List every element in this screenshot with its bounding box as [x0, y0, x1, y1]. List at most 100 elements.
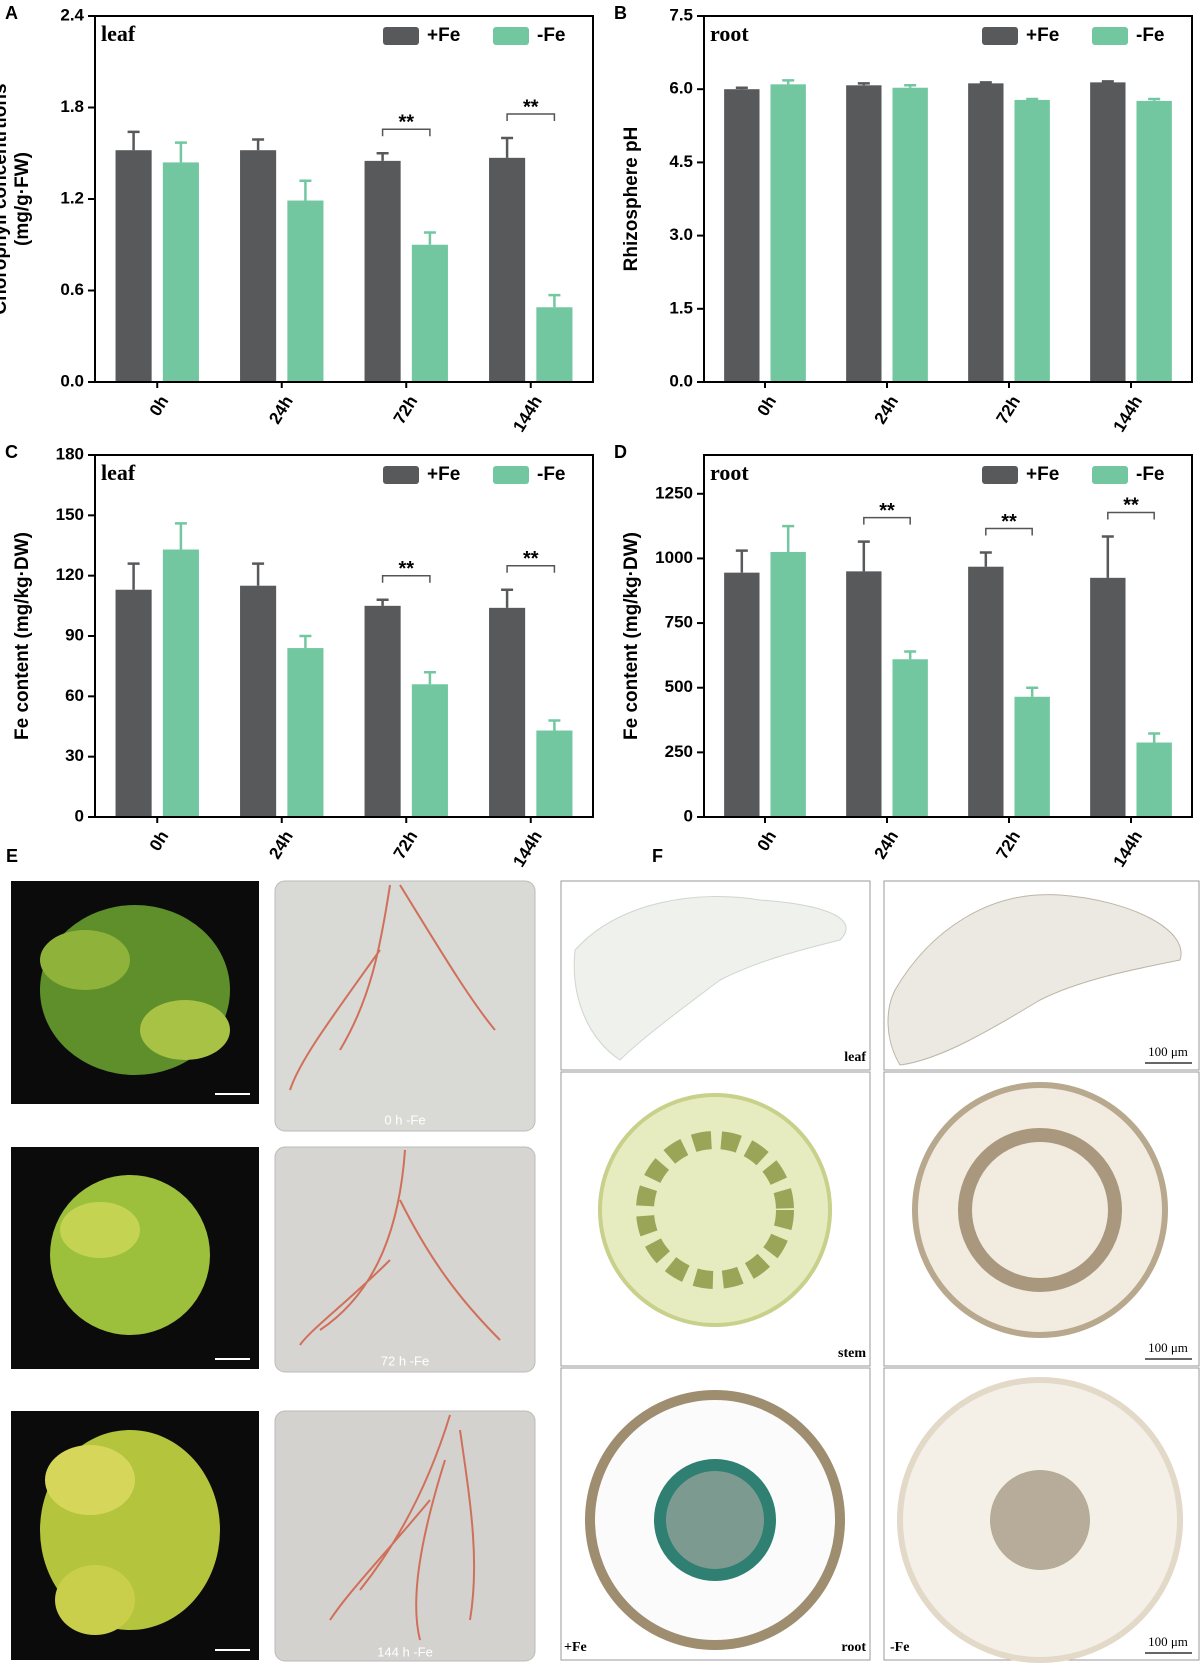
error-bar	[979, 81, 992, 84]
significance-bracket	[506, 564, 556, 573]
legend-swatch	[982, 27, 1018, 45]
bar	[770, 84, 806, 382]
error-bar	[735, 86, 748, 90]
y-tick-label: 2.4	[60, 5, 84, 24]
photo	[274, 1146, 536, 1373]
error-bar	[548, 293, 561, 308]
panel-subtitle: leaf	[101, 460, 136, 485]
photo-caption: 72 h -Fe	[381, 1353, 429, 1368]
stem-section	[598, 1093, 832, 1327]
bar	[536, 730, 573, 817]
y-axis-label: Fe content (mg/kg·DW)	[12, 532, 33, 740]
error-bar	[782, 79, 795, 85]
error-bar	[376, 152, 389, 161]
significance-label: **	[879, 500, 895, 522]
error-bar	[376, 598, 389, 606]
legend-swatch	[493, 27, 529, 45]
bar	[1136, 100, 1172, 383]
scale-bars	[1145, 1062, 1192, 1654]
legend-swatch	[383, 27, 419, 45]
bar	[846, 571, 882, 817]
error-bar	[423, 670, 436, 685]
legend-swatch	[383, 466, 419, 484]
bar	[724, 572, 760, 817]
y-tick-label: 0.0	[60, 371, 84, 390]
legend-label: +Fe	[427, 464, 460, 485]
legend-label: +Fe	[427, 25, 460, 46]
bar	[115, 589, 152, 817]
y-tick-label: 250	[665, 742, 693, 761]
y-tick-label: 3.0	[669, 225, 693, 244]
x-tick-label: 24h	[871, 827, 903, 862]
panel-letter: C	[5, 442, 18, 462]
y-tick-label: 1.2	[60, 188, 84, 207]
photo-caption: 0 h -Fe	[384, 1112, 425, 1127]
treatment-label: +Fe	[564, 1640, 587, 1655]
significance-label: **	[1123, 495, 1139, 517]
x-tick-label: 72h	[993, 392, 1025, 427]
error-bar	[1148, 732, 1161, 743]
tissue-label: stem	[838, 1346, 866, 1361]
x-tick-label: 24h	[871, 392, 903, 427]
panel-subtitle: root	[710, 21, 749, 46]
error-bar	[252, 138, 265, 151]
x-tick-label: 24h	[265, 827, 297, 862]
bar	[846, 85, 882, 383]
y-tick-label: 1.8	[60, 97, 84, 116]
photo-caption: 144 h -Fe	[377, 1644, 433, 1659]
x-tick-label: 144h	[509, 392, 546, 435]
bar	[240, 585, 277, 817]
roots	[289, 884, 501, 1641]
tissue-label: root	[841, 1640, 866, 1655]
significance-bracket	[1107, 511, 1155, 520]
error-bar	[904, 650, 917, 660]
x-tick-label: 24h	[265, 392, 297, 427]
error-bar	[782, 524, 795, 552]
significance-bracket	[381, 128, 431, 137]
treatment-label: -Fe	[890, 1640, 909, 1655]
legend-swatch	[982, 466, 1018, 484]
vascular-ring	[958, 1128, 1122, 1292]
y-tick-label: 0	[75, 806, 84, 825]
root-photos: 0 h -Fe 72 h -Fe 144 h -Fe	[274, 880, 536, 1662]
bar	[115, 150, 152, 382]
error-bar	[174, 522, 187, 550]
bar	[162, 549, 199, 817]
y-axis-label: Chorophyll concentrtions	[0, 83, 11, 314]
y-tick-label: 4.5	[669, 152, 693, 171]
significance-bracket	[506, 113, 556, 121]
y-tick-label: 120	[56, 565, 84, 584]
error-bar	[1101, 535, 1114, 578]
x-tick-label: 72h	[390, 827, 422, 862]
plot-frame	[94, 15, 594, 383]
legend-swatch	[1092, 466, 1128, 484]
x-tick-label: 144h	[1110, 827, 1147, 870]
y-tick-label: 0.6	[60, 280, 84, 299]
error-bar	[1026, 97, 1039, 101]
scale-label: 100 μm	[1148, 1044, 1188, 1059]
stele	[990, 1470, 1090, 1570]
x-tick-label: 0h	[754, 392, 781, 419]
bar	[240, 150, 277, 382]
error-bar	[423, 231, 436, 245]
x-tick-label: 144h	[509, 827, 546, 870]
error-bar	[252, 562, 265, 586]
error-bar	[857, 540, 870, 572]
error-bar	[174, 141, 187, 163]
bar	[1014, 696, 1050, 817]
bar	[1014, 99, 1050, 382]
error-bar	[548, 719, 561, 731]
significance-label: **	[523, 548, 539, 570]
significance-label: **	[523, 96, 539, 118]
bar	[287, 200, 324, 382]
panel-letter: D	[614, 442, 627, 462]
panel-letter: B	[614, 3, 627, 23]
y-axis-label: Rhizosphere pH	[621, 127, 642, 272]
plot-frame	[703, 454, 1193, 818]
legend-label: +Fe	[1026, 464, 1059, 485]
y-tick-label: 30	[65, 746, 84, 765]
y-tick-label: 150	[56, 505, 84, 524]
error-bar	[904, 84, 917, 88]
error-bar	[501, 588, 514, 608]
legend-swatch	[493, 466, 529, 484]
